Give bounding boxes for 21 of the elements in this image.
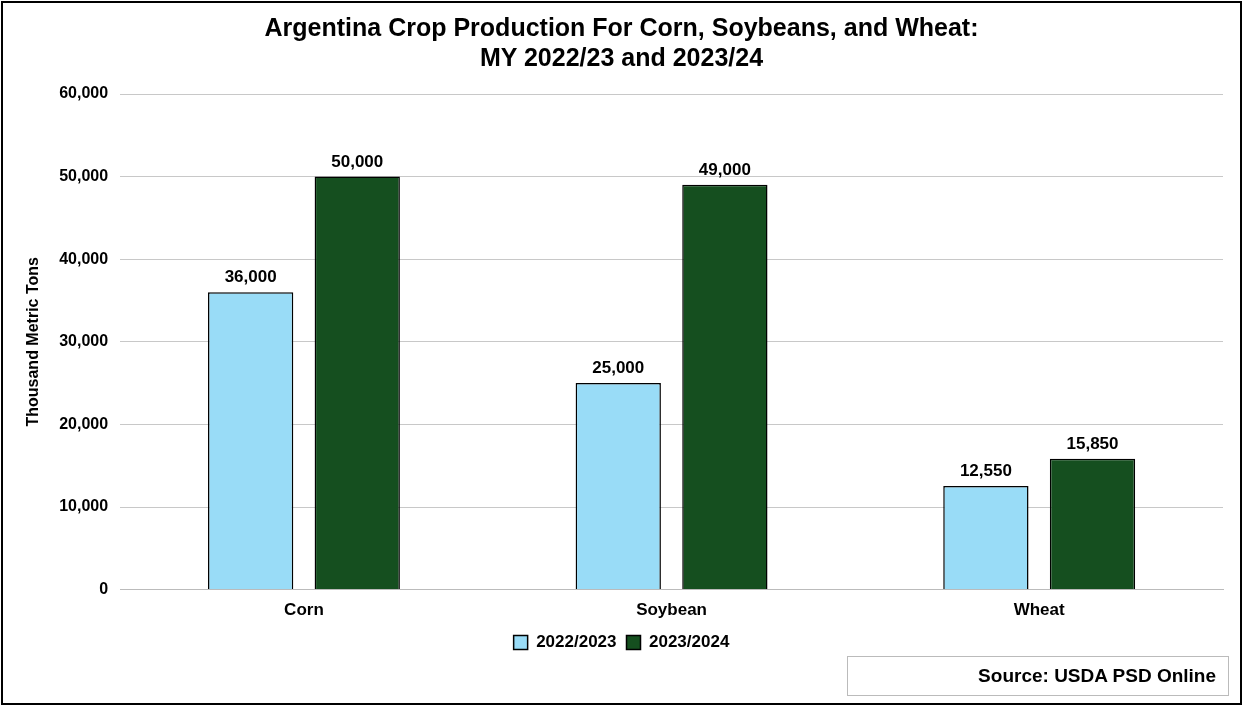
y-tick-label: 40,000 (59, 249, 109, 267)
data-label: 49,000 (698, 160, 751, 180)
legend-label: 2023/2024 (649, 632, 730, 652)
y-tick-label: 0 (99, 580, 109, 598)
y-tick-label: 30,000 (59, 332, 109, 350)
chart-title: Argentina Crop Production For Corn, Soybeans, and Wheat: MY 2022/23 and 2023/24 (264, 12, 979, 71)
data-label: 50,000 (331, 151, 384, 171)
y-tick-label: 20,000 (59, 414, 109, 432)
data-label: 25,000 (592, 358, 645, 378)
y-tick-label: 10,000 (59, 497, 109, 515)
data-label: 12,550 (959, 461, 1012, 481)
data-label: 36,000 (224, 267, 277, 287)
data-label: 15,850 (1066, 433, 1119, 453)
y-axis-title: Thousand Metric Tons (24, 256, 42, 427)
y-tick-label: 60,000 (59, 84, 109, 102)
x-tick-label: Soybean (636, 600, 707, 620)
legend-label: 2022/2023 (536, 632, 617, 652)
y-tick-label: 50,000 (59, 167, 109, 185)
x-tick-label: Wheat (1013, 600, 1066, 620)
x-tick-label: Corn (284, 600, 324, 620)
source-note: Source: USDA PSD Online (847, 656, 1229, 696)
